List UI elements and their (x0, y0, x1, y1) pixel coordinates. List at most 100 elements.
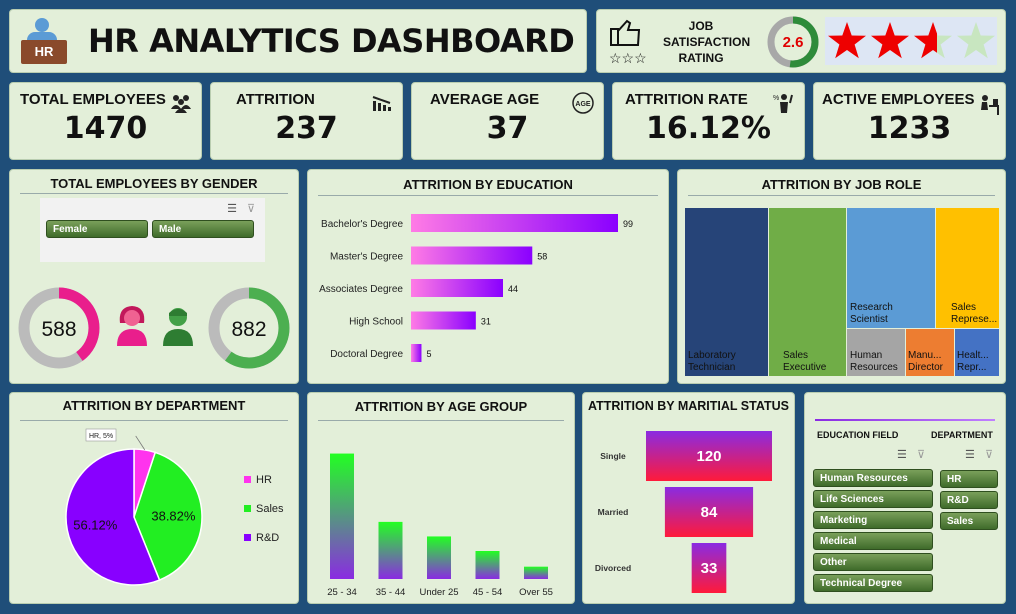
education-bar[interactable] (411, 311, 476, 330)
satisfaction-value: 2.6 (783, 34, 804, 51)
slicer-multiselect-icon[interactable]: ☰ (227, 203, 237, 215)
agegroup-category-label: 35 - 44 (376, 587, 406, 598)
legend-label: HR (256, 474, 272, 486)
education-bar-value: 99 (623, 219, 633, 229)
education-field-item[interactable]: Life Sciences (813, 490, 933, 508)
treemap-cell[interactable]: Laboratory Technician (685, 208, 768, 376)
department-title: ATTRITION BY DEPARTMENT (62, 398, 246, 413)
hr-logo: HR (21, 18, 67, 64)
kpi-average-age: AVERAGE AGE 37 AGE (411, 82, 604, 160)
education-clear-filter-icon[interactable]: ⊽ (917, 449, 926, 461)
satisfaction-label: JOB SATISFACTION RATING (663, 18, 750, 66)
education-bar[interactable] (411, 279, 503, 297)
age-icon: AGE (572, 92, 594, 114)
treemap-cell[interactable]: Research Scientist (847, 208, 935, 328)
thumbs-up-icon: ☆☆☆ (607, 17, 655, 66)
education-category-label: Master's Degree (330, 252, 403, 263)
gender-slicer: ☰ ⊽ Female Male (40, 198, 265, 262)
page-title: HR ANALYTICS DASHBOARD (88, 22, 575, 60)
marital-funnel-bar[interactable] (646, 431, 772, 481)
treemap-cell[interactable]: Manu... Director (906, 329, 954, 376)
education-field-item[interactable]: Marketing (813, 511, 933, 529)
department-pie-label: HR, 5% (89, 433, 113, 440)
marital-title: ATTRITION BY MARITIAL STATUS (588, 399, 789, 413)
kpi-label: TOTAL EMPLOYEES (20, 91, 166, 108)
department-pie-slice[interactable] (133, 451, 203, 582)
department-item[interactable]: R&D (940, 491, 998, 509)
department-heading: DEPARTMENT (931, 430, 993, 440)
education-panel: ATTRITION BY EDUCATION Bachelor's Degree… (307, 169, 669, 384)
education-field-item[interactable]: Human Resources (813, 469, 933, 487)
education-bar-value: 58 (537, 252, 547, 262)
legend-label: R&D (256, 532, 279, 544)
marital-category-label: Married (598, 507, 629, 517)
agegroup-panel: ATTRITION BY AGE GROUP 25 - 34 35 - 44 Und… (307, 392, 575, 604)
agegroup-bar[interactable] (378, 521, 403, 579)
kpi-total-employees: TOTAL EMPLOYEES 1470 (9, 82, 202, 160)
kpi-attrition-rate: ATTRITION RATE 16.12% % (612, 82, 805, 160)
jobrole-panel: ATTRITION BY JOB ROLE Laboratory Technic… (677, 169, 1006, 384)
department-panel: ATTRITION BY DEPARTMENT HR, 5% 38.82% 56.1… (9, 392, 299, 604)
kpi-value: 1470 (63, 111, 148, 146)
marital-panel: ATTRITION BY MARITIAL STATUS 120 Single 84… (582, 392, 795, 604)
education-bar[interactable] (411, 246, 533, 265)
education-bar[interactable] (411, 214, 618, 232)
female-count: 588 (41, 318, 76, 341)
rating-star-icon (914, 22, 952, 59)
title-divider (318, 420, 564, 421)
department-item[interactable]: Sales (940, 512, 998, 530)
education-field-item[interactable]: Other (813, 553, 933, 571)
department-pie-slice[interactable] (65, 448, 161, 586)
rating-star-icon (828, 22, 866, 59)
satisfaction-label-line: JOB (688, 19, 714, 33)
treemap-label: Sales Represe... (951, 302, 998, 325)
marital-funnel-bar[interactable] (691, 543, 727, 593)
treemap-cell[interactable]: Healt... Repr... (955, 329, 999, 376)
department-clear-filter-icon[interactable]: ⊽ (985, 449, 994, 461)
gender-panel: TOTAL EMPLOYEES BY GENDER ☰ ⊽ Female Mal… (9, 169, 299, 384)
title-divider (318, 195, 658, 196)
marital-category-label: Single (600, 451, 626, 461)
agegroup-bar[interactable] (427, 536, 451, 579)
legend-swatch (244, 476, 251, 483)
desk-worker-icon (981, 95, 999, 115)
treemap-cell[interactable]: Human Resources (847, 329, 905, 376)
slicer-clear-filter-icon[interactable]: ⊽ (246, 203, 255, 215)
treemap-cell[interactable]: Sales Represe... (936, 208, 999, 328)
kpi-attrition: ATTRITION 237 (210, 82, 403, 160)
agegroup-bar[interactable] (524, 566, 548, 579)
kpi-value: 237 (275, 111, 338, 146)
satisfaction-label-line: RATING (678, 51, 724, 65)
agegroup-bar[interactable] (330, 453, 354, 579)
education-field-heading: EDUCATION FIELD (817, 430, 899, 440)
female-icon (117, 306, 147, 346)
treemap-label: Healt... Repr... (957, 350, 989, 373)
agegroup-bar[interactable] (475, 551, 500, 579)
kpi-active-employees: ACTIVE EMPLOYEES 1233 (813, 82, 1006, 160)
education-category-label: Associates Degree (319, 284, 403, 295)
gender-slicer-female[interactable]: Female (46, 220, 148, 238)
gender-slicer-male[interactable]: Male (152, 220, 254, 238)
department-item[interactable]: HR (940, 470, 998, 488)
education-field-item[interactable]: Medical (813, 532, 933, 550)
star-rating (825, 17, 997, 65)
marital-funnel-bar[interactable] (664, 487, 754, 537)
jobrole-title: ATTRITION BY JOB ROLE (761, 177, 922, 192)
department-multiselect-icon[interactable]: ☰ (965, 449, 975, 461)
gender-title: TOTAL EMPLOYEES BY GENDER (50, 176, 258, 191)
female-donut: 588 (18, 287, 100, 369)
education-multiselect-icon[interactable]: ☰ (897, 449, 907, 461)
education-category-label: Doctoral Degree (330, 349, 403, 360)
satisfaction-donut: 2.6 (767, 16, 819, 68)
kpi-label: AVERAGE AGE (430, 91, 540, 108)
marital-funnel-value: 120 (696, 448, 721, 465)
education-field-item[interactable]: Technical Degree (813, 574, 933, 592)
treemap-cell[interactable]: Sales Executive (769, 208, 846, 376)
rating-star-icon (957, 22, 995, 59)
education-bar-value: 31 (481, 317, 491, 327)
education-bar[interactable] (411, 344, 422, 362)
male-donut: 882 (208, 287, 290, 369)
kpi-value: 1233 (867, 111, 952, 146)
treemap-label: Sales Executive (783, 350, 827, 373)
department-pie-label: 56.12% (73, 518, 118, 533)
